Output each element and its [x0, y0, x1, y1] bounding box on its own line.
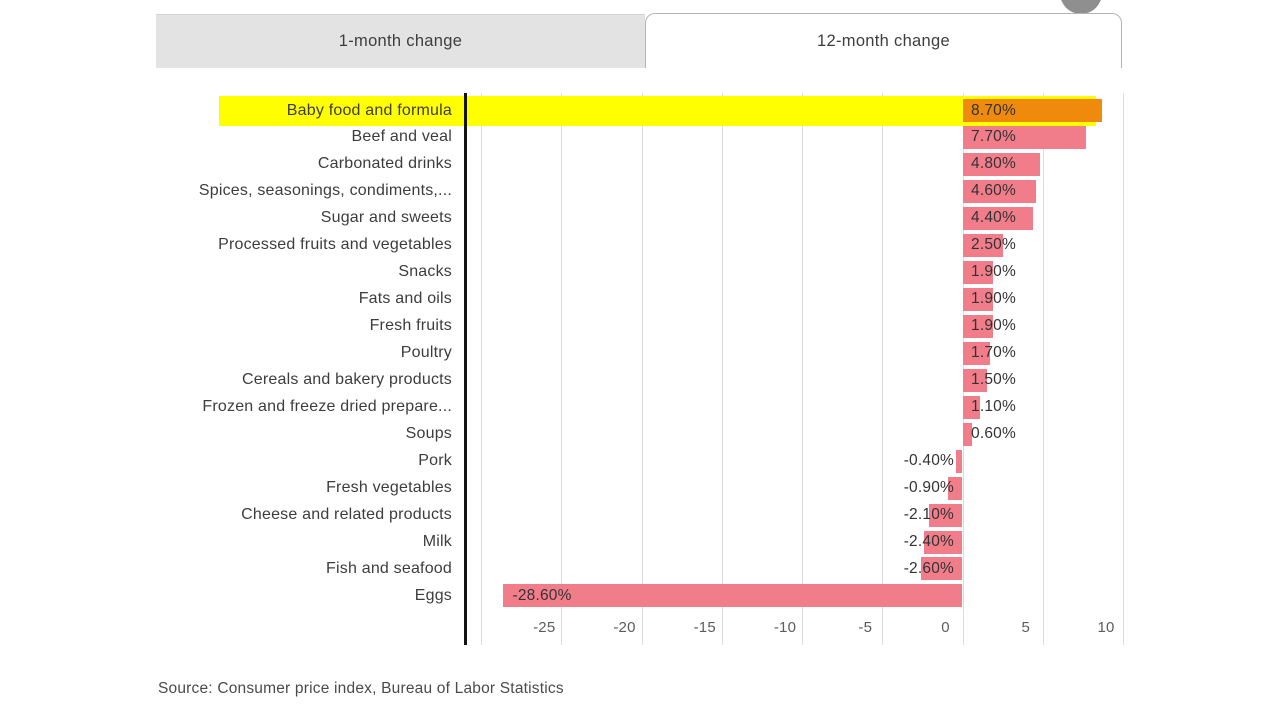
x-tick-label: 0	[941, 619, 950, 636]
bar[interactable]	[962, 260, 993, 284]
x-tick-label: -10	[773, 619, 797, 636]
gridline	[802, 93, 803, 645]
bar-value-label: 1.90%	[971, 290, 1016, 308]
category-label: Beef and veal	[351, 128, 452, 146]
category-label: Carbonated drinks	[317, 155, 452, 173]
category-label: Poultry	[400, 344, 452, 362]
bar[interactable]	[962, 99, 1103, 122]
x-tick-label: -20	[613, 619, 636, 636]
bar-value-label: 0.60%	[971, 425, 1016, 443]
tab-12-month-change-label: 12-month change	[817, 31, 950, 50]
bar-value-label: 1.90%	[971, 263, 1016, 281]
bar[interactable]	[503, 584, 963, 608]
bar[interactable]	[962, 314, 993, 338]
bar-value-label: -0.40%	[903, 452, 954, 470]
bar-value-label: -28.60%	[512, 586, 572, 604]
bar-value-label: 4.40%	[971, 209, 1016, 227]
x-tick-label: -5	[858, 619, 873, 636]
y-axis-line	[464, 93, 467, 645]
category-label: Milk	[422, 533, 452, 551]
category-label: Spices, seasonings, condiments,...	[198, 182, 452, 200]
tab-1-month-change[interactable]: 1-month change	[156, 14, 645, 68]
category-label: Fats and oils	[358, 290, 452, 308]
bar[interactable]	[928, 503, 963, 527]
bar[interactable]	[962, 233, 1003, 257]
category-label: Pork	[418, 452, 452, 470]
bar[interactable]	[962, 206, 1034, 230]
bar[interactable]	[962, 368, 987, 392]
bar-value-label: 1.90%	[971, 317, 1016, 335]
category-label: Fresh vegetables	[326, 479, 452, 497]
bar[interactable]	[956, 449, 963, 473]
category-label: Cereals and bakery products	[242, 371, 452, 389]
category-label: Cheese and related products	[241, 506, 452, 524]
source-note: Source: Consumer price index, Bureau of …	[158, 680, 564, 697]
category-label: Soups	[405, 425, 452, 443]
gridline	[1042, 93, 1044, 645]
bar-value-label: 1.70%	[971, 344, 1016, 362]
gridline	[1123, 93, 1124, 645]
bar-value-label: 1.10%	[971, 398, 1016, 416]
bar[interactable]	[962, 152, 1040, 176]
tab-1-month-change-label: 1-month change	[338, 32, 463, 50]
bar-value-label: -2.40%	[903, 533, 954, 551]
bar[interactable]	[948, 476, 963, 500]
category-label: Processed fruits and vegetables	[218, 236, 452, 254]
x-tick-label: 10	[1097, 619, 1115, 636]
bar[interactable]	[920, 557, 963, 581]
avatar-button[interactable]	[1060, 0, 1102, 14]
bar[interactable]	[962, 422, 973, 446]
category-label: Eggs	[414, 586, 452, 604]
gridline	[721, 93, 723, 645]
bar-value-label: -0.90%	[903, 479, 954, 497]
bar[interactable]	[962, 395, 981, 419]
category-label: Baby food and formula	[286, 101, 452, 119]
bar-value-label: -2.60%	[903, 559, 954, 577]
x-tick-label: -25	[533, 619, 556, 636]
category-label: Sugar and sweets	[320, 209, 452, 227]
bar[interactable]	[923, 530, 963, 554]
bar[interactable]	[962, 341, 990, 365]
bar[interactable]	[962, 287, 993, 311]
category-label: Fresh fruits	[369, 317, 452, 335]
bar-value-label: 7.70%	[971, 128, 1016, 146]
bar-value-label: 2.50%	[971, 236, 1016, 254]
x-tick-label: -15	[693, 619, 716, 636]
bar-value-label: 4.80%	[971, 155, 1016, 173]
gridline	[481, 93, 482, 645]
tab-12-month-change[interactable]: 12-month change	[645, 13, 1122, 68]
bar[interactable]	[962, 125, 1087, 149]
bar[interactable]	[962, 179, 1037, 203]
bar-value-label: -2.10%	[903, 506, 954, 524]
category-label: Snacks	[398, 263, 452, 281]
bar-value-label: 1.50%	[971, 371, 1016, 389]
highlight-band	[219, 96, 1096, 126]
x-tick-label: 5	[1021, 619, 1031, 636]
category-label: Fish and seafood	[326, 559, 452, 577]
bar-value-label: 8.70%	[971, 101, 1016, 119]
bar-value-label: 4.60%	[971, 182, 1016, 200]
gridline	[641, 93, 643, 645]
gridline	[882, 93, 884, 645]
category-label: Frozen and freeze dried prepare...	[202, 398, 452, 416]
gridline	[561, 93, 563, 645]
